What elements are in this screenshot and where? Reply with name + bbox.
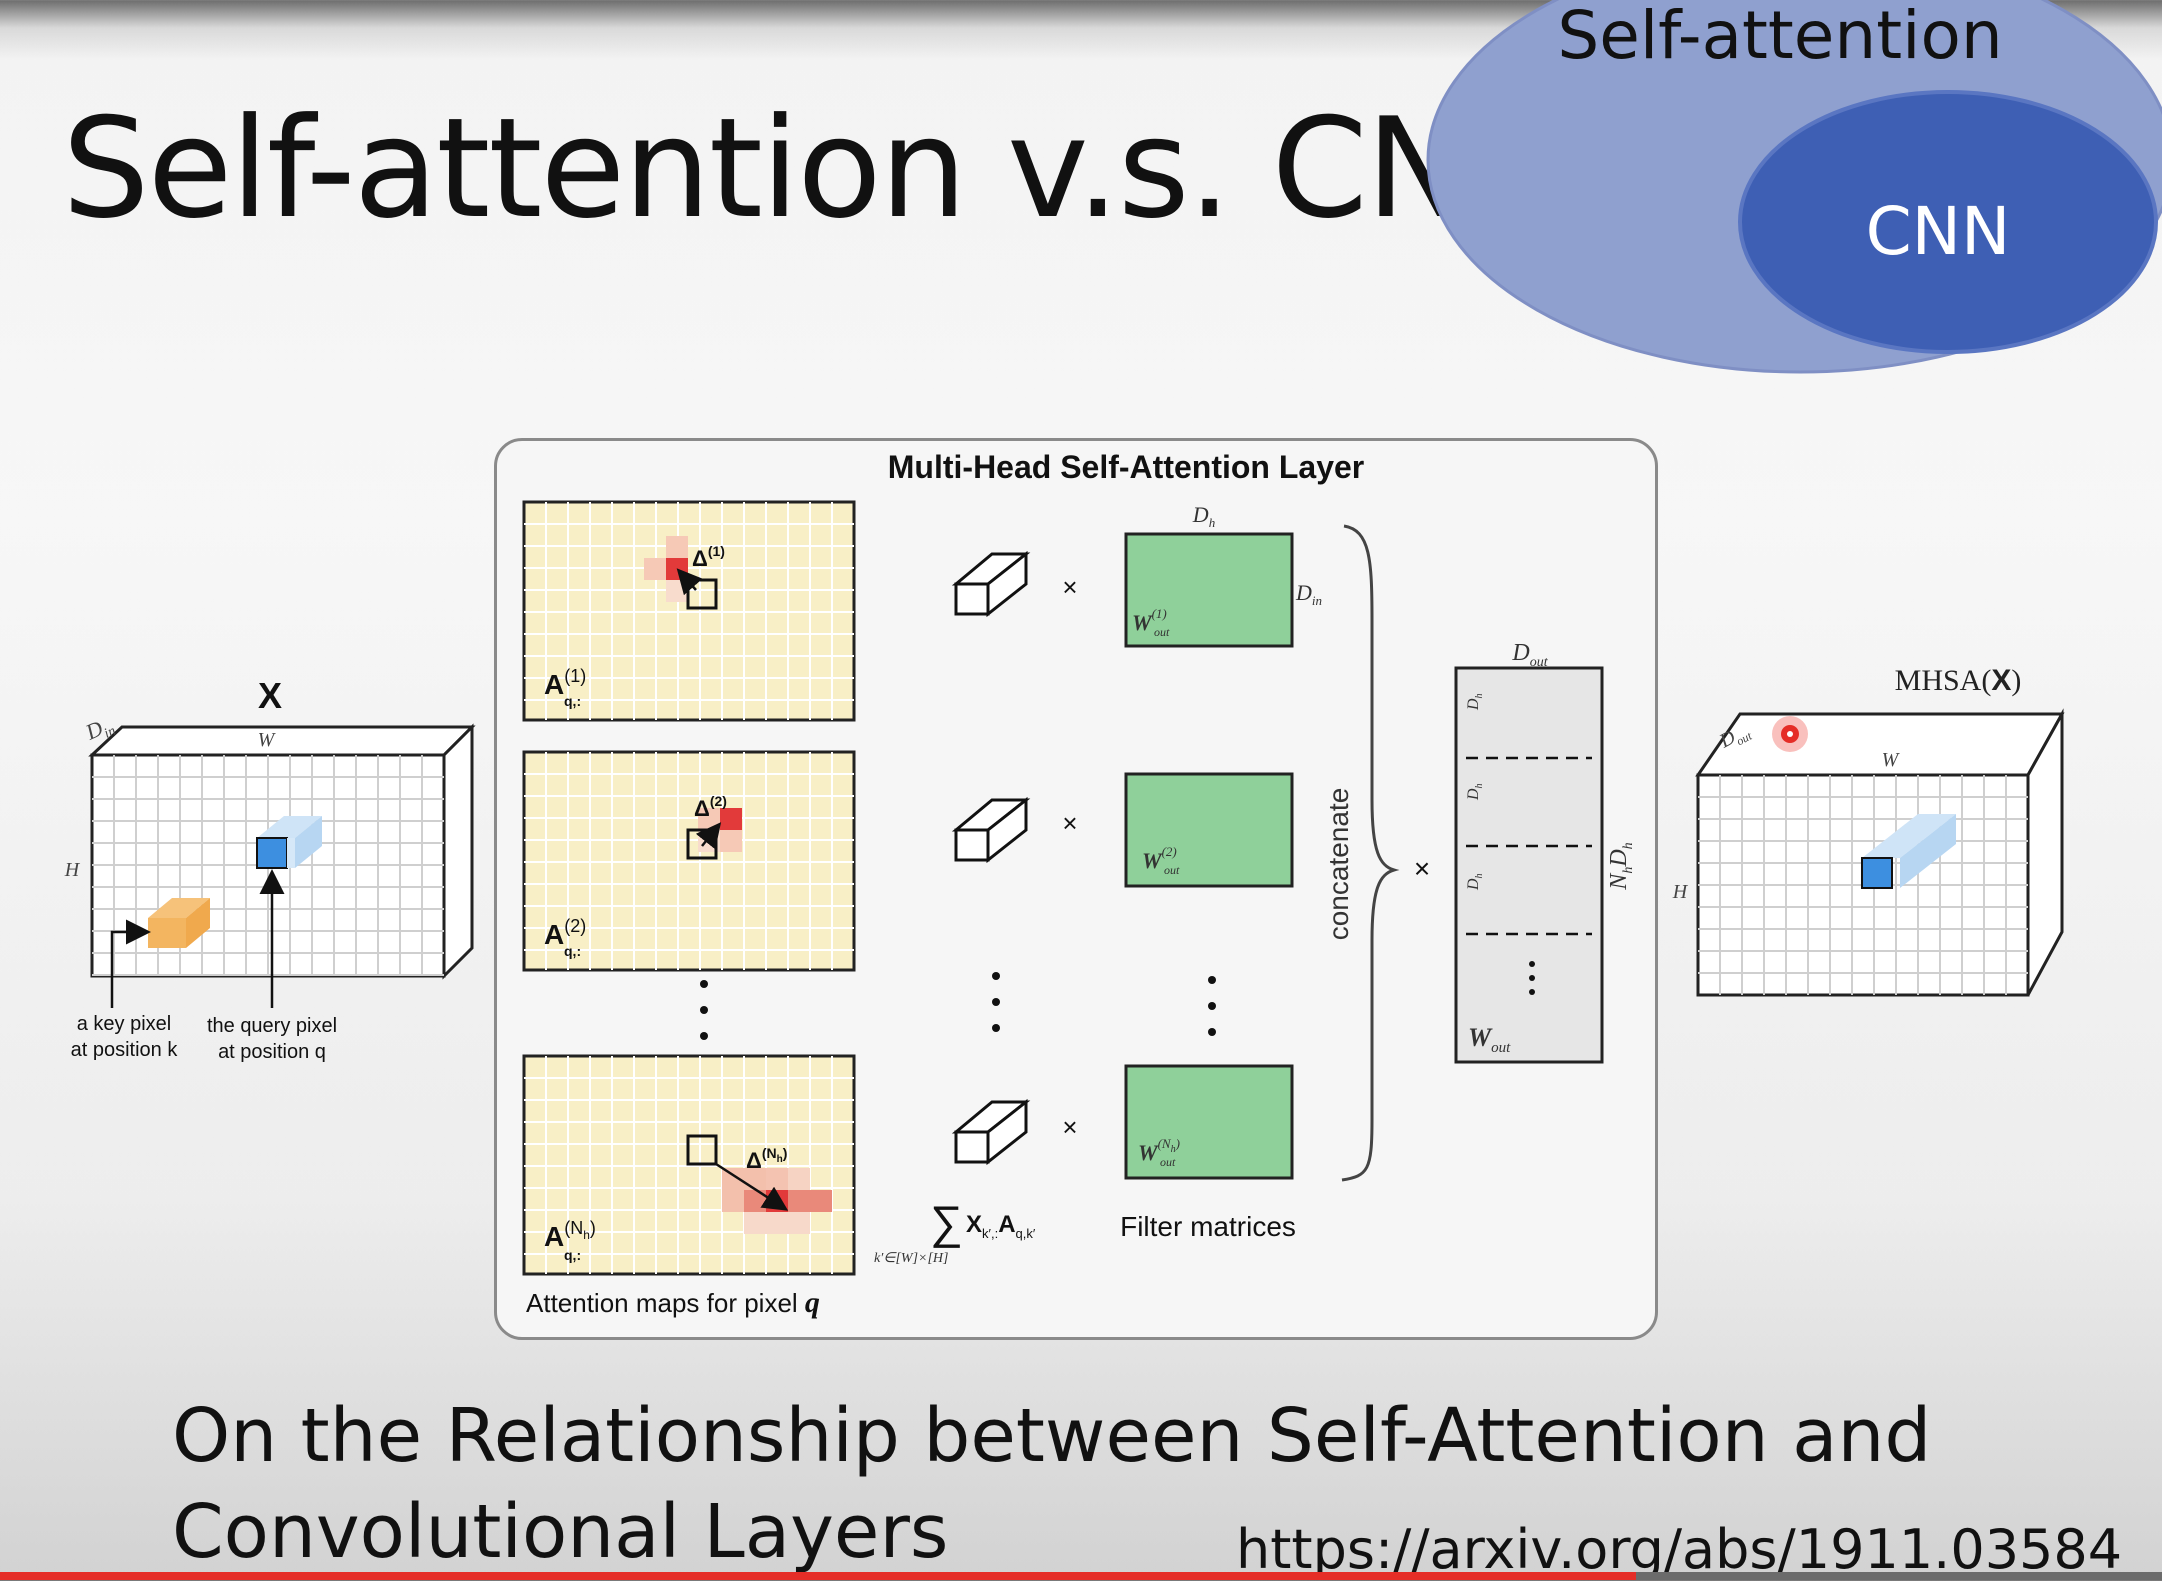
concatenate-brace xyxy=(1341,524,1400,1182)
wout-dout-label: Dout xyxy=(1511,640,1548,670)
venn-outer-label: Self-attention xyxy=(1557,0,2002,74)
map2-label: A(2) q,: xyxy=(544,916,586,959)
map2-delta-label: Δ(2) xyxy=(694,793,727,821)
weighted-sum-cubes xyxy=(951,550,1031,1166)
mapn-delta-label: Δ(Nh) xyxy=(746,1145,787,1173)
filters-ellipsis xyxy=(1208,976,1216,1036)
attention-map-1: Δ(1) A(1) q,: xyxy=(522,500,856,722)
input-h-label: H xyxy=(64,859,81,881)
svg-text:W(Nh)out: W(Nh) out xyxy=(1138,1136,1180,1169)
query-caption-line2: at position q xyxy=(218,1041,326,1063)
filter-matrix-2: W(2) out xyxy=(1124,772,1294,888)
mhsa-figure: Multi-Head Self-Attention Layer X Din W … xyxy=(64,449,2065,1319)
input-w-label: W xyxy=(258,729,277,751)
attention-map-n: Δ(Nh) A(Nh) q,: xyxy=(522,1054,856,1276)
svg-text:W(2)out: W(2) out xyxy=(1142,844,1180,877)
venn-inner-ellipse xyxy=(1738,90,2158,354)
svg-text:Dh: Dh xyxy=(1465,873,1485,891)
maps-ellipsis xyxy=(700,980,708,1040)
key-caption-line2: at position k xyxy=(71,1039,179,1061)
video-progress-played[interactable] xyxy=(0,1572,1636,1580)
cubes-ellipsis xyxy=(992,972,1000,1032)
filter-matrices-caption: Filter matrices xyxy=(1120,1211,1296,1242)
paper-title: On the Relationship between Self-Attenti… xyxy=(172,1388,2072,1580)
weighted-sum-formula: ∑ Xk′,:Aq,k′ k′∈[W]×[H] xyxy=(874,1196,1036,1266)
mapn-label: A(Nh) q,: xyxy=(544,1218,596,1263)
times-sign-4: × xyxy=(1414,853,1430,884)
venn-diagram: Self-attention CNN xyxy=(1426,0,2162,374)
svg-text:k′∈[W]×[H]: k′∈[W]×[H] xyxy=(874,1251,948,1266)
output-tensor: MHSA(X) Dout W H xyxy=(1672,664,2065,997)
svg-text:Dh: Dh xyxy=(1465,783,1485,801)
key-caption-line1: a key pixel xyxy=(77,1013,172,1035)
paper-title-line2: Convolutional Layers xyxy=(172,1489,949,1575)
output-h-label: H xyxy=(1672,881,1689,903)
filter-din-label: Din xyxy=(1295,580,1322,608)
output-w-label: W xyxy=(1882,749,1901,771)
paper-url-link[interactable]: https://arxiv.org/abs/1911.03584 xyxy=(1236,1518,2123,1581)
svg-text:Wout: Wout xyxy=(1468,1023,1511,1056)
attention-maps-caption: Attention maps for pixel q xyxy=(526,1286,820,1319)
query-pixel-block xyxy=(257,816,322,838)
times-sign-3: × xyxy=(1062,1112,1077,1142)
svg-text:W(1)out: W(1) out xyxy=(1132,606,1170,639)
concatenate-label: concatenate xyxy=(1323,788,1354,941)
output-weight-matrix: Dh Dh Dh Wout xyxy=(1454,666,1604,1064)
paper-title-line1: On the Relationship between Self-Attenti… xyxy=(172,1393,1932,1479)
svg-text:∑: ∑ xyxy=(930,1196,963,1248)
map1-label: A(1) q,: xyxy=(544,666,586,709)
layer-title: Multi-Head Self-Attention Layer xyxy=(888,449,1364,485)
svg-text:Xk′,:Aq,k′: Xk′,:Aq,k′ xyxy=(966,1211,1036,1241)
times-sign-2: × xyxy=(1062,808,1077,838)
filter-matrix-n: W(Nh) out xyxy=(1124,1064,1294,1180)
filter-matrix-1: W(1) out xyxy=(1124,532,1294,648)
query-caption-line1: the query pixel xyxy=(207,1015,337,1037)
attention-map-2: Δ(2) A(2) q,: xyxy=(522,750,856,972)
venn-inner-label: CNN xyxy=(1866,193,2011,270)
map1-delta-label: Δ(1) xyxy=(692,543,725,571)
slide-title: Self-attention v.s. CNN xyxy=(62,88,1570,249)
wout-side-label: NhDh xyxy=(1606,842,1636,890)
input-tensor: X Din W H a key pixel at position k the … xyxy=(64,675,476,1063)
input-label: X xyxy=(258,675,282,716)
svg-text:Dh: Dh xyxy=(1465,693,1485,711)
filter-dh-label: Dh xyxy=(1192,502,1215,530)
times-sign-1: × xyxy=(1062,572,1077,602)
key-pixel-block xyxy=(148,898,210,918)
output-label: MHSA(X) xyxy=(1895,664,2022,697)
video-progress-remaining[interactable] xyxy=(1636,1572,2162,1580)
